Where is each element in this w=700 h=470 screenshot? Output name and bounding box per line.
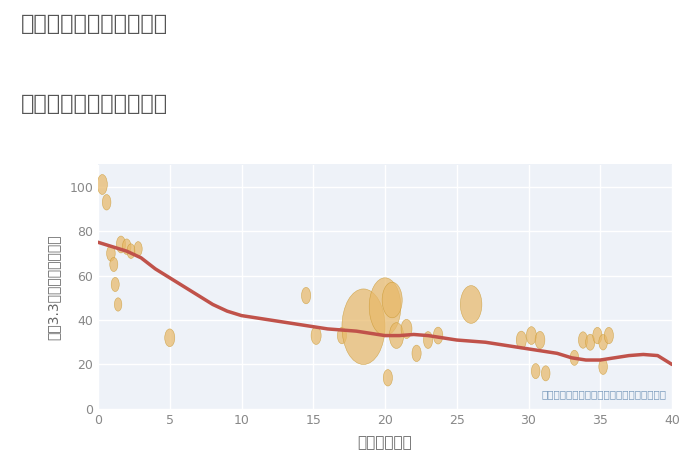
Ellipse shape bbox=[604, 328, 613, 344]
Ellipse shape bbox=[526, 327, 536, 345]
Ellipse shape bbox=[302, 287, 311, 304]
Ellipse shape bbox=[164, 329, 175, 347]
Ellipse shape bbox=[535, 331, 545, 349]
Ellipse shape bbox=[598, 335, 608, 350]
Ellipse shape bbox=[114, 298, 122, 311]
Ellipse shape bbox=[102, 195, 111, 210]
Ellipse shape bbox=[586, 334, 595, 350]
Ellipse shape bbox=[110, 258, 118, 272]
Ellipse shape bbox=[384, 369, 393, 386]
Text: 三重県鈴鹿市北玉垣町の: 三重県鈴鹿市北玉垣町の bbox=[21, 14, 168, 34]
Ellipse shape bbox=[412, 345, 421, 361]
Ellipse shape bbox=[570, 350, 579, 365]
X-axis label: 築年数（年）: 築年数（年） bbox=[358, 435, 412, 450]
Ellipse shape bbox=[134, 242, 142, 256]
Ellipse shape bbox=[342, 289, 385, 364]
Ellipse shape bbox=[424, 331, 433, 348]
Ellipse shape bbox=[369, 278, 401, 336]
Ellipse shape bbox=[111, 277, 119, 291]
Ellipse shape bbox=[461, 286, 482, 323]
Text: 円の大きさは、取引のあった物件面積を示す: 円の大きさは、取引のあった物件面積を示す bbox=[541, 389, 666, 399]
Ellipse shape bbox=[531, 364, 540, 379]
Ellipse shape bbox=[311, 327, 321, 345]
Ellipse shape bbox=[97, 174, 107, 195]
Ellipse shape bbox=[401, 319, 412, 338]
Text: 築年数別中古戸建て価格: 築年数別中古戸建て価格 bbox=[21, 94, 168, 114]
Ellipse shape bbox=[389, 323, 404, 348]
Ellipse shape bbox=[598, 359, 608, 375]
Ellipse shape bbox=[382, 282, 402, 318]
Ellipse shape bbox=[593, 328, 602, 344]
Ellipse shape bbox=[337, 328, 346, 344]
Ellipse shape bbox=[127, 244, 135, 258]
Y-axis label: 平（3.3㎡）単価（万円）: 平（3.3㎡）単価（万円） bbox=[47, 234, 61, 339]
Ellipse shape bbox=[116, 236, 125, 253]
Ellipse shape bbox=[433, 327, 443, 344]
Ellipse shape bbox=[517, 331, 526, 349]
Ellipse shape bbox=[106, 246, 116, 261]
Ellipse shape bbox=[578, 332, 587, 348]
Ellipse shape bbox=[122, 239, 131, 254]
Ellipse shape bbox=[541, 366, 550, 381]
